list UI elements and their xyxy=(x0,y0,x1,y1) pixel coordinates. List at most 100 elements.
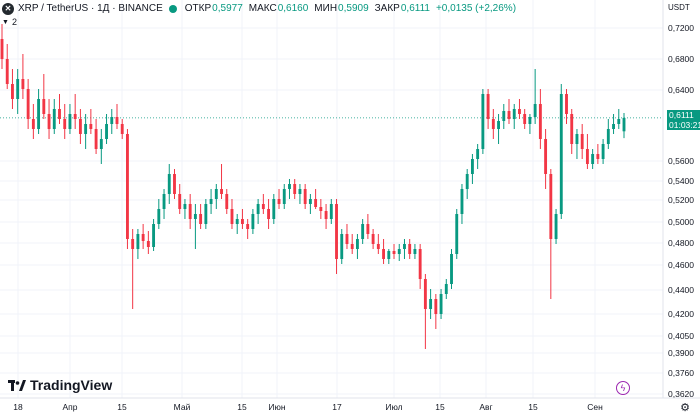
candle-body xyxy=(204,204,208,224)
chevron-down-icon[interactable]: ▼ xyxy=(2,18,9,26)
candle xyxy=(188,194,192,229)
candle-body xyxy=(361,224,365,239)
time-tick-label: 17 xyxy=(332,402,342,412)
candle xyxy=(444,279,448,299)
candle-body xyxy=(214,189,218,199)
candle xyxy=(115,104,119,129)
price-axis[interactable]: 0,7200 0,6800 0,6400 0,5600 0,5400 0,5200 0,50… xyxy=(668,23,694,399)
candle xyxy=(256,199,260,224)
candle xyxy=(455,209,459,259)
candle-body xyxy=(282,189,286,204)
candle xyxy=(319,199,323,219)
candle xyxy=(559,84,563,219)
candle-body xyxy=(105,124,108,139)
candle xyxy=(507,99,511,124)
candle-body xyxy=(146,241,150,247)
price-tick-label: 0,4400 xyxy=(668,285,694,295)
candle xyxy=(450,249,453,289)
candle-body xyxy=(387,251,391,259)
candle xyxy=(204,199,208,229)
candle-body xyxy=(523,114,527,124)
candle xyxy=(596,144,600,164)
candle xyxy=(126,129,129,249)
candle xyxy=(120,119,124,139)
candle xyxy=(345,224,349,249)
gear-icon[interactable]: ⚙ xyxy=(680,401,690,414)
candle-body xyxy=(235,219,239,224)
tradingview-logo[interactable]: TradingView xyxy=(8,377,112,393)
candle-body xyxy=(371,234,375,244)
candle-body xyxy=(544,139,548,174)
candle xyxy=(37,89,41,134)
time-tick-label: 15 xyxy=(528,402,538,412)
close-value: 0,6111 xyxy=(400,3,430,14)
candle-body xyxy=(403,244,406,249)
candle-body xyxy=(376,244,380,249)
candle xyxy=(533,69,537,124)
candle-body xyxy=(167,174,171,194)
candle-body xyxy=(350,244,354,249)
candle xyxy=(99,129,103,164)
candle-body xyxy=(246,224,250,229)
candle-body xyxy=(575,134,579,144)
candle-body xyxy=(512,109,516,119)
candle xyxy=(157,199,161,229)
symbol-title[interactable]: XRP / TetherUS · 1Д · BINANCE xyxy=(18,3,163,14)
candle xyxy=(261,194,265,214)
candle-body xyxy=(444,284,448,294)
candle xyxy=(146,231,150,254)
candle xyxy=(26,79,30,129)
candle xyxy=(11,69,14,109)
candle-body xyxy=(52,109,56,129)
candle-body xyxy=(225,194,229,209)
candle xyxy=(136,229,140,259)
candle-body xyxy=(209,199,213,204)
price-tick-label: 0,6400 xyxy=(668,85,694,95)
candle xyxy=(575,129,579,159)
price-tick-label: 0,3620 xyxy=(668,389,694,399)
candle-body xyxy=(465,174,469,189)
candle-body xyxy=(345,234,349,244)
price-tick-label: 0,4200 xyxy=(668,309,694,319)
candle-body xyxy=(73,114,77,119)
candle-body xyxy=(303,189,307,204)
candle-body xyxy=(261,204,265,209)
candle xyxy=(162,189,166,219)
candle xyxy=(486,89,490,129)
candle xyxy=(392,244,396,259)
candle-body xyxy=(199,214,203,224)
candle xyxy=(366,214,370,239)
candle-body xyxy=(115,117,119,124)
candle-body xyxy=(68,114,72,129)
candle xyxy=(470,154,474,184)
candle-body xyxy=(324,211,328,219)
candle-body xyxy=(418,249,422,279)
candle xyxy=(220,164,223,199)
currency-label[interactable]: USDT xyxy=(668,3,690,12)
time-tick-label: Июн xyxy=(268,402,285,412)
candle xyxy=(230,199,234,229)
candle xyxy=(199,204,203,229)
candle xyxy=(131,229,135,309)
candle xyxy=(329,199,333,224)
candle-body xyxy=(141,234,145,241)
time-tick-label: 15 xyxy=(435,402,445,412)
candle xyxy=(110,109,114,134)
candle xyxy=(523,109,527,129)
candle xyxy=(267,199,271,229)
candle xyxy=(84,114,88,149)
candle-body xyxy=(110,117,114,124)
candle xyxy=(335,199,338,274)
xrp-logo-icon: ✕ xyxy=(2,2,14,15)
candle-body xyxy=(319,207,323,211)
candle-body xyxy=(617,119,621,124)
time-axis[interactable]: 18 Апр 15 Май 15 Июн 17 Июл 15 Авг 15 Сен xyxy=(13,402,603,412)
candle-body xyxy=(16,79,20,99)
candle xyxy=(460,184,464,224)
indicators-toggle[interactable]: ▼ 2 xyxy=(2,16,17,28)
candle-body xyxy=(366,224,370,234)
price-tick-label: 0,5400 xyxy=(668,176,694,186)
chart-grid xyxy=(0,0,663,398)
lightning-icon[interactable]: ϟ xyxy=(616,381,630,395)
